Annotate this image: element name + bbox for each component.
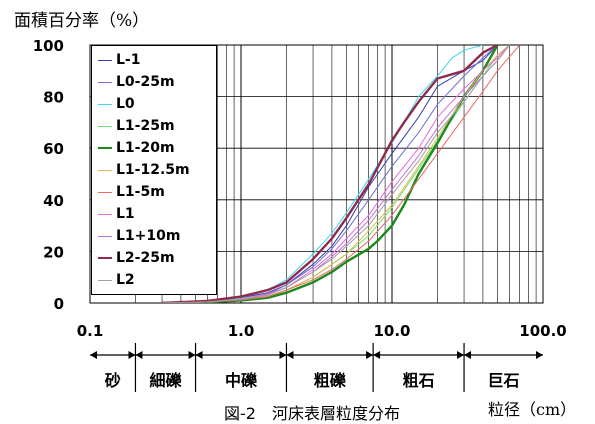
arrow-left-icon (90, 351, 97, 359)
series-line-L1-5m (161, 45, 520, 303)
plot-frame (89, 44, 544, 304)
legend-item: L-1 (98, 50, 140, 70)
legend-label: L0-25m (116, 74, 175, 90)
size-class-label: 砂 (105, 371, 121, 390)
size-class-layer: 砂 細礫 中礫 粗礫 粗石 巨石 (90, 343, 543, 392)
legend-item: L2-25m (98, 248, 175, 268)
legend-item: L2 (98, 270, 135, 290)
series-line-L2-25m (161, 45, 499, 303)
series-group (161, 45, 520, 303)
legend-swatch (98, 191, 112, 193)
legend-label: L1-25m (116, 118, 175, 134)
legend-label: L1-5m (116, 184, 165, 200)
legend-label: L1 (116, 206, 135, 222)
arrow-left-icon (135, 351, 143, 359)
legend-swatch (98, 59, 112, 61)
size-class-label: 粗礫 (314, 371, 347, 390)
size-class-label: 中礫 (225, 371, 258, 390)
y-tick-label: 80 (43, 89, 64, 107)
legend-label: L1+10m (116, 228, 181, 244)
legend-item: L0 (98, 94, 135, 114)
x-tick-label: 0.1 (77, 322, 104, 340)
legend-swatch (98, 235, 112, 237)
arrow-left-icon (195, 351, 203, 359)
legend-label: L1-20m (116, 140, 175, 156)
size-class-label: 細礫 (149, 371, 182, 390)
legend-label: L0 (116, 96, 135, 112)
legend-item: L0-25m (98, 72, 175, 92)
axis-layer: 0 20 40 60 80 100 0.1 1.0 10.0 100.0 (33, 37, 567, 340)
legend-swatch (98, 279, 112, 281)
legend-item: L1+10m (98, 226, 180, 246)
legend-label: L1-12.5m (116, 162, 190, 178)
legend-swatch (98, 125, 112, 127)
arrow-right-icon (366, 351, 374, 359)
series-line-L2 (161, 45, 510, 303)
figure-caption: 図-2 河床表層粒度分布 (224, 404, 400, 423)
legend-item: L1-5m (98, 182, 165, 202)
series-layer (161, 45, 520, 303)
y-tick-label: 0 (54, 295, 64, 313)
arrow-right-icon (536, 351, 543, 359)
size-class-label: 巨石 (488, 371, 520, 390)
legend-swatch (98, 147, 112, 149)
legend-swatch (98, 213, 112, 215)
y-axis-label: 面積百分率（%） (14, 11, 150, 31)
x-tick-label: 1.0 (228, 322, 255, 340)
legend: L-1 L0-25m L0 L1-25m L1-20m L1-12.5m L1-5m L1 L1… (91, 45, 217, 295)
legend-swatch (98, 169, 112, 171)
legend-item: L1-25m (98, 116, 175, 136)
arrow-left-icon (373, 351, 381, 359)
arrow-right-icon (279, 351, 287, 359)
legend-swatch (98, 81, 112, 83)
y-tick-label: 20 (43, 243, 64, 261)
legend-label: L2 (116, 272, 135, 288)
series-line-L-1 (161, 45, 498, 303)
legend-item: L1 (98, 204, 135, 224)
arrow-right-icon (128, 351, 136, 359)
legend-swatch (98, 103, 112, 105)
legend-item: L1-12.5m (98, 160, 190, 180)
y-tick-label: 60 (43, 140, 64, 158)
x-tick-label: 10.0 (373, 322, 410, 340)
y-tick-label: 100 (33, 37, 64, 55)
legend-item: L1-20m (98, 138, 175, 158)
arrow-right-icon (188, 351, 196, 359)
legend-swatch (98, 257, 112, 259)
y-tick-label: 40 (43, 192, 64, 210)
legend-label: L-1 (116, 52, 141, 68)
arrow-right-icon (457, 351, 465, 359)
arrow-left-icon (464, 351, 472, 359)
x-axis-unit-label: 粒径（cm） (488, 400, 577, 419)
legend-label: L2-25m (116, 250, 175, 266)
x-tick-label: 100.0 (519, 322, 566, 340)
size-class-label: 粗石 (403, 371, 435, 390)
arrow-left-icon (286, 351, 294, 359)
